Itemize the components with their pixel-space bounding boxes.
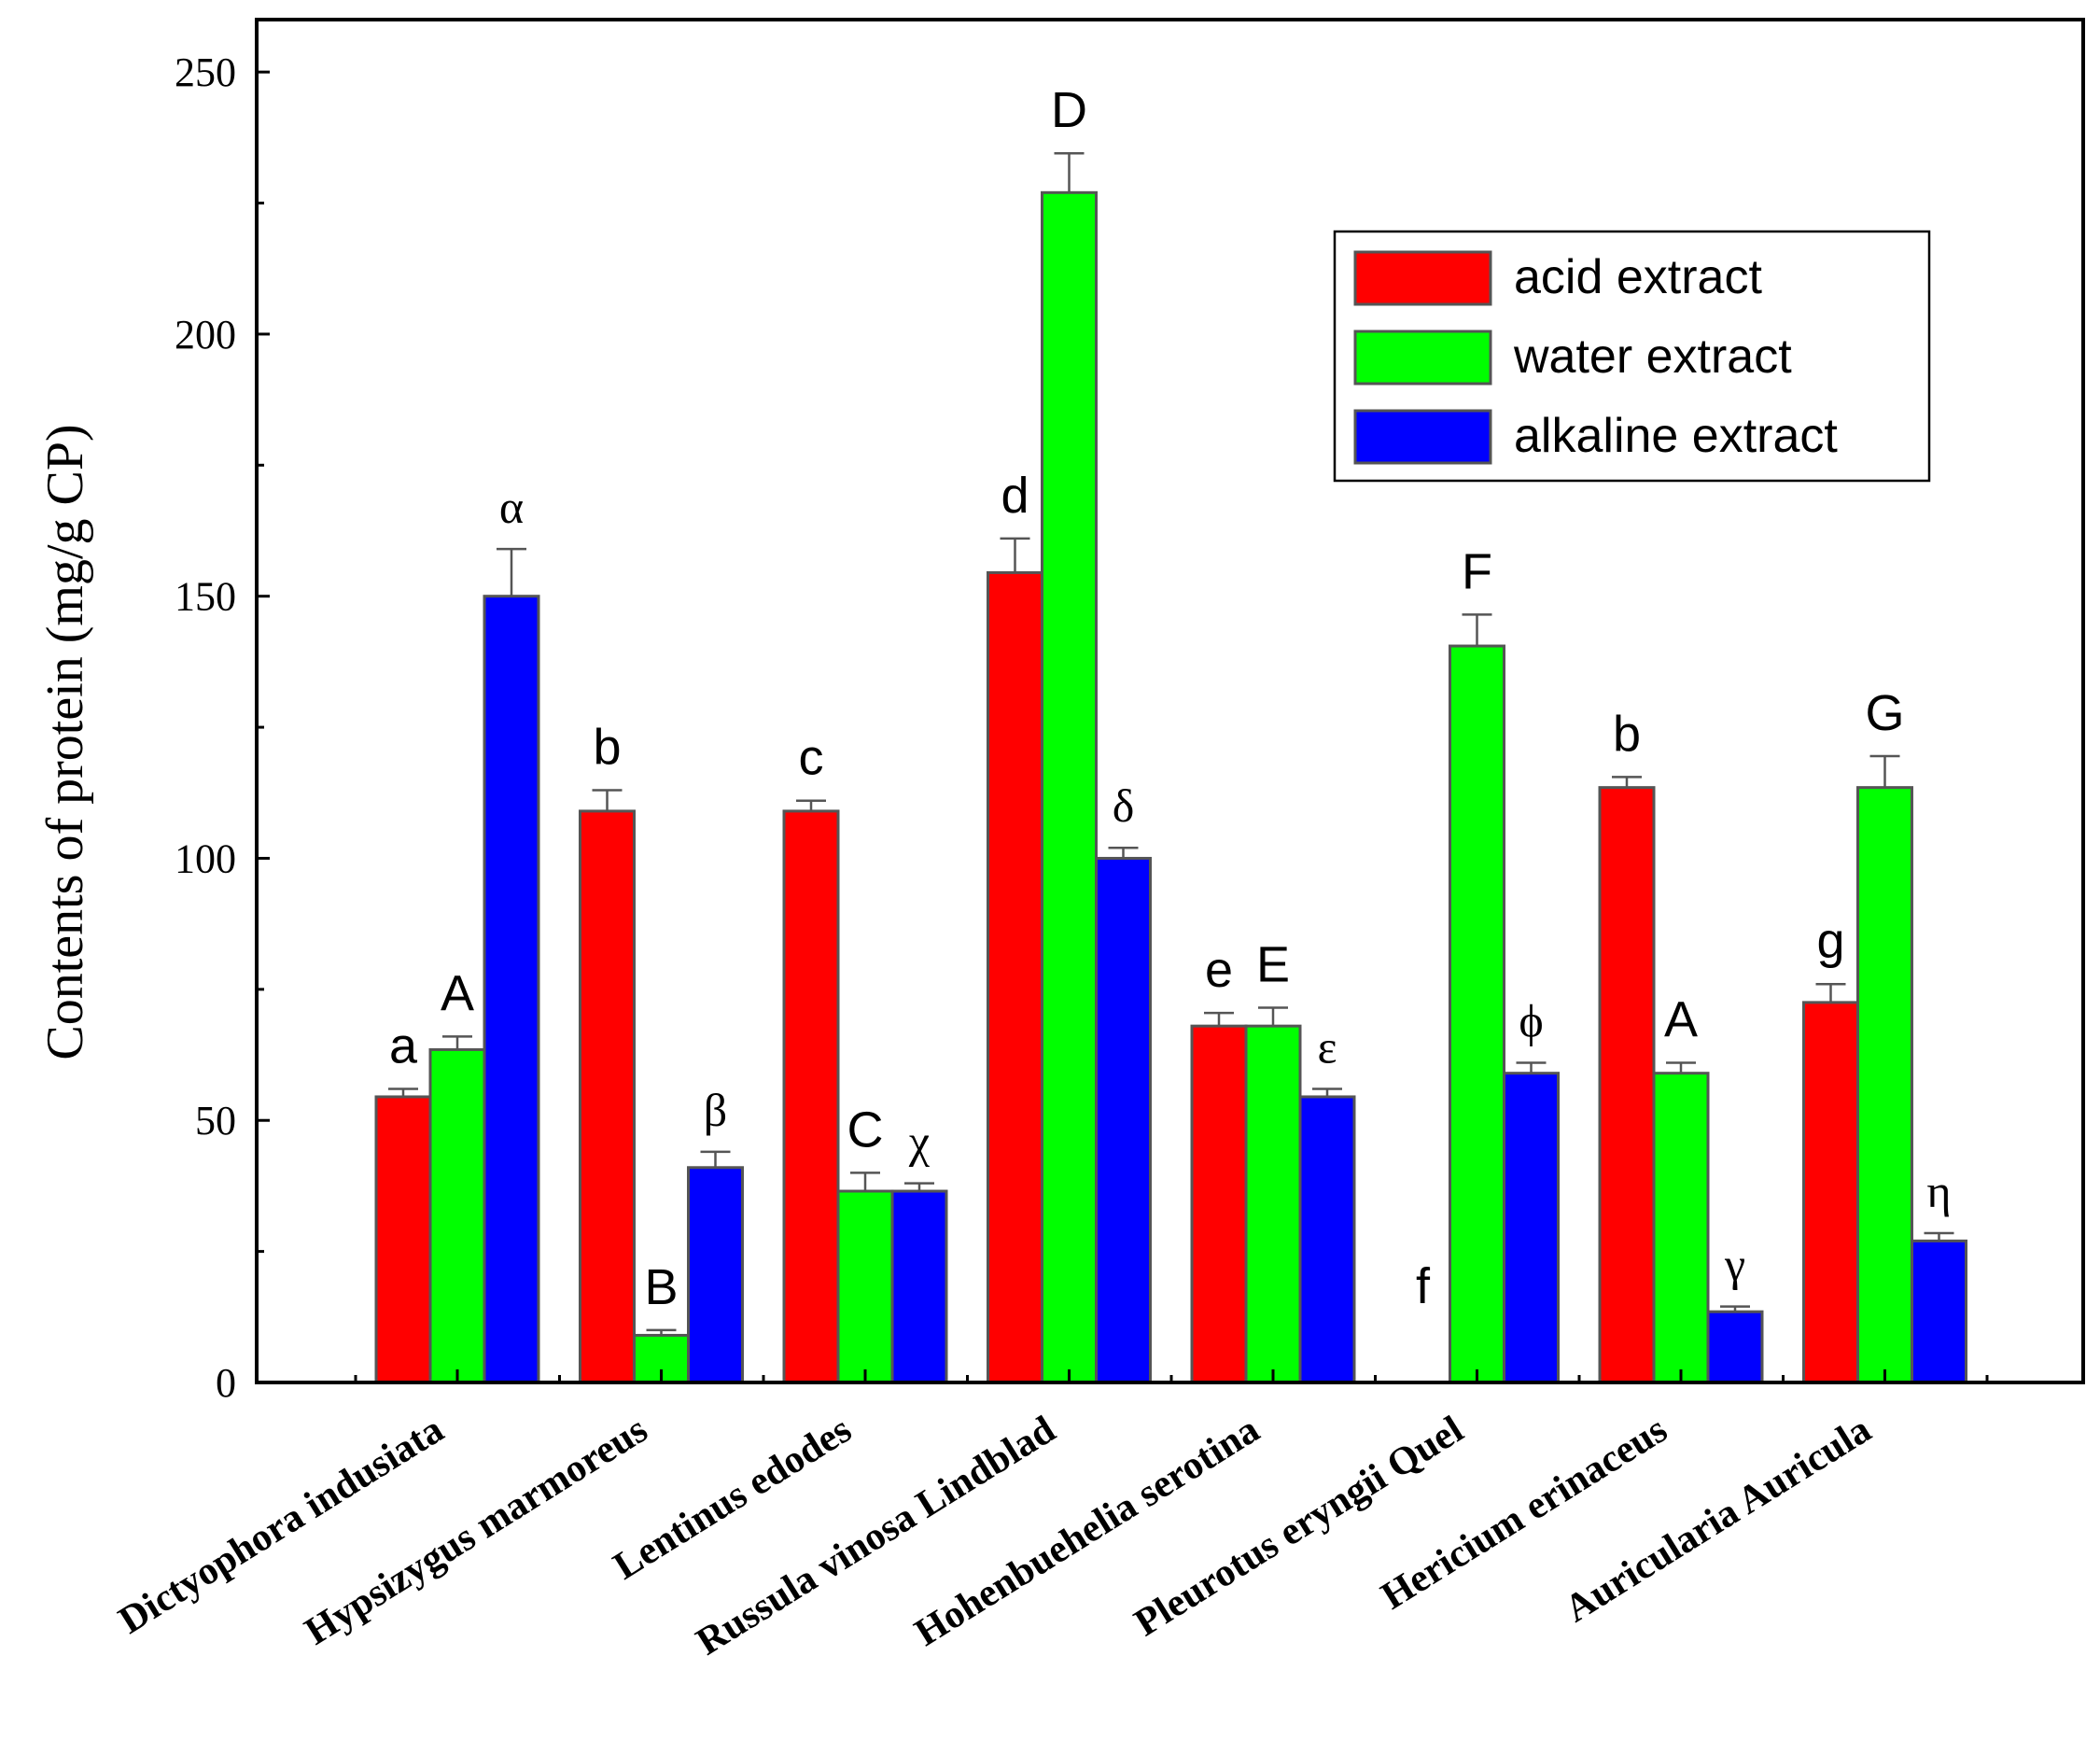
significance-label: ε xyxy=(1318,1021,1337,1073)
bar xyxy=(836,1189,894,1384)
bar xyxy=(1298,1095,1356,1384)
significance-label: e xyxy=(1205,942,1233,998)
y-tick-label: 0 xyxy=(216,1360,236,1406)
legend-label: acid extract xyxy=(1514,250,1762,304)
significance-label: E xyxy=(1256,937,1290,993)
bar xyxy=(1190,1024,1248,1384)
significance-label: A xyxy=(1664,991,1698,1047)
significance-label: b xyxy=(1613,706,1641,762)
legend-swatch xyxy=(1353,330,1492,386)
category-label: Hypsizygus marmoreus xyxy=(298,1408,655,1653)
significance-label: d xyxy=(1001,468,1029,524)
significance-label: D xyxy=(1051,82,1087,138)
y-axis-label: Contents of protein (mg/g CP) xyxy=(36,424,94,1059)
bar xyxy=(1706,1310,1764,1384)
bar xyxy=(687,1166,744,1384)
bar xyxy=(1911,1239,1967,1384)
significance-label: C xyxy=(847,1102,884,1158)
significance-label: χ xyxy=(908,1116,930,1168)
bar xyxy=(1598,786,1656,1384)
significance-label: G xyxy=(1865,685,1904,741)
category-label: Dictyophora indusiata xyxy=(112,1408,452,1642)
significance-label: α xyxy=(499,481,524,533)
significance-label: f xyxy=(1416,1258,1431,1314)
bars-layer xyxy=(374,151,1967,1384)
significance-label: δ xyxy=(1113,779,1135,832)
category-label: Russula vinosa Lindblad xyxy=(689,1408,1063,1663)
category-label: Hohenbuehelia serotina xyxy=(907,1408,1267,1654)
significance-label: ϕ xyxy=(1519,994,1543,1046)
significance-label: c xyxy=(799,730,824,786)
bar xyxy=(987,570,1043,1384)
legend-swatch xyxy=(1353,250,1492,306)
bar xyxy=(579,809,636,1384)
significance-label: γ xyxy=(1724,1239,1745,1291)
bar xyxy=(1449,644,1505,1384)
significance-label: B xyxy=(644,1259,678,1315)
legend-label: water extract xyxy=(1513,330,1792,384)
legend: acid extract water extract alkaline extrac… xyxy=(1333,230,1931,483)
significance-label: β xyxy=(704,1084,727,1136)
significance-label: g xyxy=(1816,913,1844,969)
bar xyxy=(1802,1001,1859,1384)
bar xyxy=(1856,786,1913,1384)
bar xyxy=(1095,856,1152,1384)
bar xyxy=(374,1095,432,1384)
y-tick-label: 100 xyxy=(175,835,236,881)
bar xyxy=(1652,1072,1710,1384)
significance-label: b xyxy=(593,719,621,775)
bar xyxy=(782,809,840,1384)
significance-label: a xyxy=(389,1018,418,1074)
bar xyxy=(1041,190,1098,1384)
y-tick-label: 250 xyxy=(175,49,236,95)
y-tick-label: 200 xyxy=(175,312,236,358)
category-label: Pleurotus eryngii Quel xyxy=(1127,1408,1471,1645)
bar xyxy=(1503,1072,1560,1384)
significance-label: A xyxy=(441,965,474,1021)
significance-label: F xyxy=(1462,543,1492,599)
legend-swatch xyxy=(1353,409,1492,465)
y-tick-label: 150 xyxy=(175,574,236,620)
significance-label: η xyxy=(1926,1165,1951,1217)
bar xyxy=(1244,1024,1302,1384)
bar xyxy=(483,595,540,1384)
bar xyxy=(428,1047,486,1384)
legend-label: alkaline extract xyxy=(1514,409,1838,463)
y-tick-label: 50 xyxy=(195,1098,236,1144)
bar xyxy=(890,1189,948,1384)
